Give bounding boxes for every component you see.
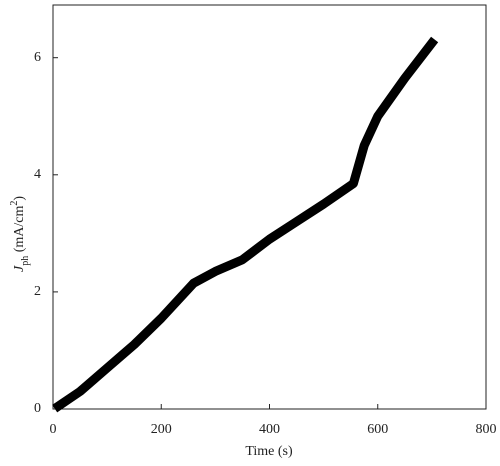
- x-tick-label: 400: [259, 422, 280, 437]
- x-tick-label: 600: [367, 422, 388, 437]
- y-tick-label: 4: [34, 167, 41, 182]
- y-tick-label: 2: [34, 284, 41, 299]
- x-tick-label: 0: [50, 422, 57, 437]
- y-axis-label-part: ph: [20, 256, 31, 266]
- y-axis-label: Jph (mA/cm2): [9, 196, 31, 272]
- y-axis-label-part: J: [12, 265, 27, 272]
- x-axis-label: Time (s): [245, 444, 293, 459]
- y-axis-label-part: 2: [9, 201, 20, 206]
- y-tick-label: 6: [34, 50, 41, 65]
- y-tick-label: 0: [34, 401, 41, 416]
- plot-frame: [52, 4, 487, 410]
- x-tick-label: 200: [151, 422, 172, 437]
- data-line: [52, 36, 439, 413]
- x-tick-label: 800: [476, 422, 497, 437]
- y-axis-label-part: (mA/cm: [12, 206, 27, 256]
- y-axis-label-part: ): [12, 196, 27, 201]
